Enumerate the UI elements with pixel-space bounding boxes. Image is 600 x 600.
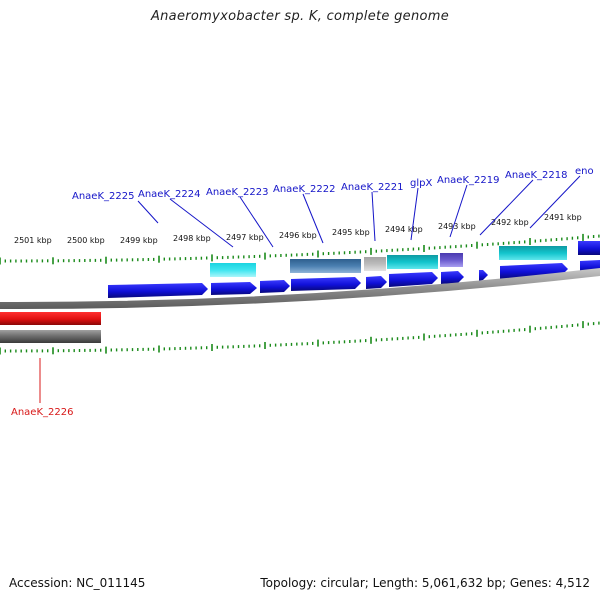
scale-label: 2494 kbp <box>385 225 423 234</box>
gene-label-anaek-2224[interactable]: AnaeK_2224 <box>138 189 200 200</box>
gene-labels: AnaeK_2225 AnaeK_2224 AnaeK_2223 AnaeK_2… <box>11 166 594 418</box>
scale-label: 2495 kbp <box>332 228 370 237</box>
scale-label: 2499 kbp <box>120 236 158 245</box>
leader-line <box>169 198 234 248</box>
gene-label-glpx[interactable]: glpX <box>410 178 432 189</box>
leader-line <box>137 200 159 224</box>
feature-block[interactable] <box>387 255 438 269</box>
scale-labels: 2501 kbp 2500 kbp 2499 kbp 2498 kbp 2497… <box>14 213 582 245</box>
leader-line <box>449 184 468 238</box>
map-title: Anaeromyxobacter sp. K, complete genome <box>150 9 450 24</box>
gene-arrow-forward[interactable] <box>479 270 488 281</box>
feature-block[interactable] <box>440 253 463 267</box>
scale-label: 2492 kbp <box>491 218 529 227</box>
tick-ring-bottom <box>0 321 600 355</box>
gene-label-anaek-2221[interactable]: AnaeK_2221 <box>341 182 403 193</box>
genome-summary: Topology: circular; Length: 5,061,632 bp… <box>260 576 590 590</box>
feature-block[interactable] <box>210 263 256 277</box>
gene-arrow-reverse[interactable] <box>0 312 101 325</box>
scale-label: 2498 kbp <box>173 234 211 243</box>
reverse-strand-genes <box>0 312 101 343</box>
gene-arrow-forward[interactable] <box>389 272 438 287</box>
gene-arrow-forward[interactable] <box>108 283 208 298</box>
gene-arrow-forward[interactable] <box>441 271 464 284</box>
label-leader-lines <box>137 175 581 248</box>
gene-label-anaek-2223[interactable]: AnaeK_2223 <box>206 187 268 198</box>
scale-label: 2497 kbp <box>226 233 264 242</box>
gene-arrow-forward[interactable] <box>291 277 361 291</box>
accession-label: Accession: NC_011145 <box>9 576 146 590</box>
leader-line <box>371 191 376 242</box>
feature-block[interactable] <box>364 257 386 271</box>
gene-feature-reverse[interactable] <box>0 330 101 343</box>
gene-label-anaek-2226[interactable]: AnaeK_2226 <box>11 407 73 418</box>
scale-label: 2491 kbp <box>544 213 582 222</box>
gene-label-eno[interactable]: eno <box>575 166 594 177</box>
leader-line <box>239 196 274 248</box>
gene-label-anaek-2222[interactable]: AnaeK_2222 <box>273 184 335 195</box>
gene-arrow-forward[interactable] <box>366 276 387 289</box>
gene-label-anaek-2219[interactable]: AnaeK_2219 <box>437 175 499 186</box>
gene-arrow-forward[interactable] <box>260 280 290 293</box>
scale-label: 2496 kbp <box>279 231 317 240</box>
gene-arrow-forward[interactable] <box>211 282 257 295</box>
feature-block[interactable] <box>290 259 361 273</box>
feature-block[interactable] <box>578 241 600 255</box>
feature-track <box>210 241 600 277</box>
leader-line <box>302 193 324 244</box>
tick-ring-top <box>0 233 600 265</box>
genome-backbone <box>0 268 600 310</box>
gene-label-anaek-2225[interactable]: AnaeK_2225 <box>72 191 134 202</box>
leader-line <box>479 179 534 236</box>
leader-line <box>410 187 419 241</box>
scale-label: 2493 kbp <box>438 222 476 231</box>
leader-line <box>529 175 581 229</box>
scale-label: 2500 kbp <box>67 236 105 245</box>
feature-block[interactable] <box>499 246 567 260</box>
gene-label-anaek-2218[interactable]: AnaeK_2218 <box>505 170 567 181</box>
scale-label: 2501 kbp <box>14 236 52 245</box>
